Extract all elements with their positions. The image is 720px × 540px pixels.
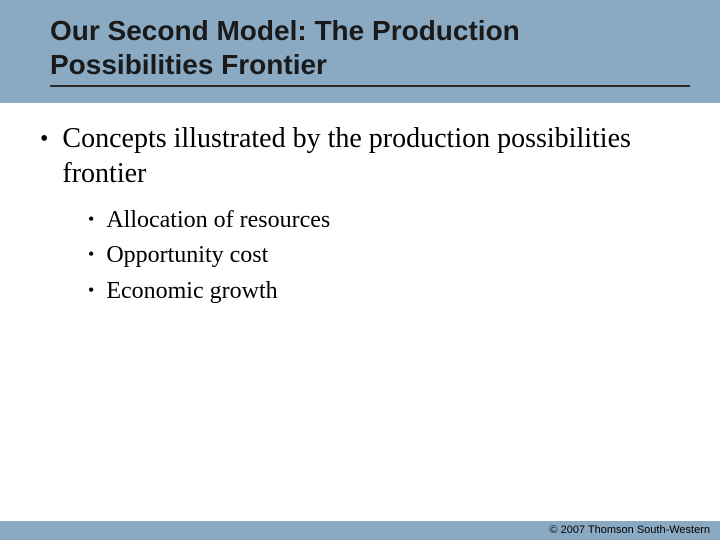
sub-bullet: • Economic growth xyxy=(88,276,680,307)
bullet-icon: • xyxy=(88,208,94,231)
sub-bullet: • Allocation of resources xyxy=(88,205,680,236)
sub-bullet-list: • Allocation of resources • Opportunity … xyxy=(88,205,680,307)
bullet-icon: • xyxy=(88,243,94,266)
bullet-icon: • xyxy=(88,279,94,302)
sub-bullet-text: Allocation of resources xyxy=(106,205,330,236)
slide-title: Our Second Model: The Production Possibi… xyxy=(50,14,690,87)
title-area: Our Second Model: The Production Possibi… xyxy=(0,0,720,97)
content-panel: • Concepts illustrated by the production… xyxy=(0,103,720,521)
main-bullet-text: Concepts illustrated by the production p… xyxy=(62,121,680,191)
bullet-icon: • xyxy=(40,125,48,154)
sub-bullet-text: Economic growth xyxy=(106,276,277,307)
sub-bullet: • Opportunity cost xyxy=(88,240,680,271)
main-bullet: • Concepts illustrated by the production… xyxy=(40,121,680,191)
copyright-footer: © 2007 Thomson South-Western xyxy=(549,524,710,536)
sub-bullet-text: Opportunity cost xyxy=(106,240,268,271)
